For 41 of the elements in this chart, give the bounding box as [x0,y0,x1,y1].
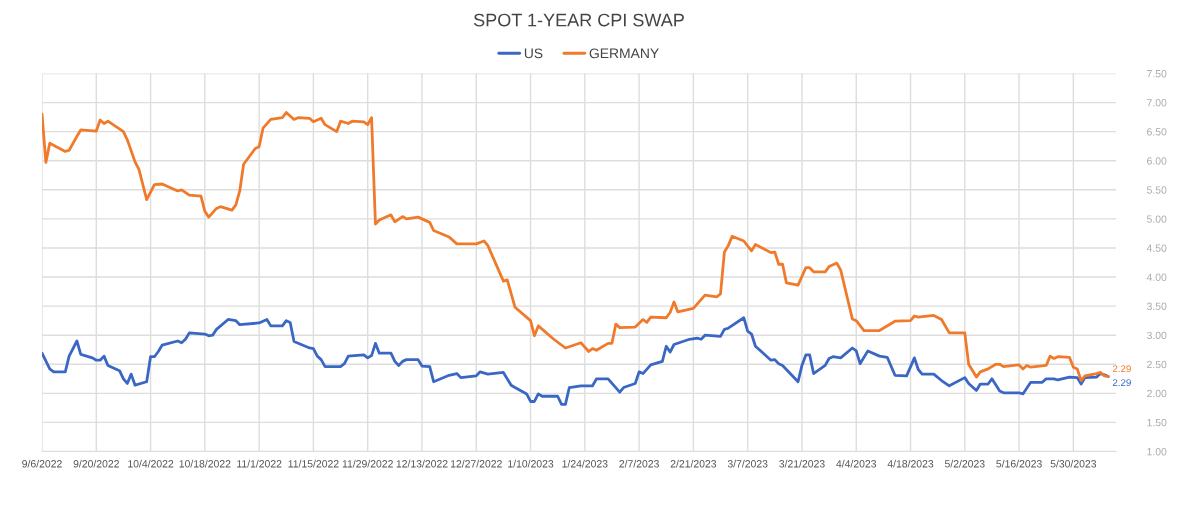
x-tick-label: 3/21/2023 [779,459,825,468]
x-tick-label: 9/20/2022 [73,459,119,468]
y-tick-label: 5.50 [1146,186,1167,194]
x-tick-label: 1/24/2023 [562,459,608,468]
y-tick-label: 4.50 [1146,244,1167,252]
x-tick-label: 1/10/2023 [508,459,554,468]
x-tick-label: 4/4/2023 [836,459,877,468]
y-tick-label: 4.00 [1146,273,1167,281]
x-tick-label: 5/2/2023 [944,459,985,468]
x-tick-label: 2/7/2023 [619,459,659,468]
x-tick-label: 5/30/2023 [1050,459,1097,468]
x-tick-label: 12/27/2022 [450,459,502,468]
x-tick-label: 9/6/2022 [22,459,62,468]
y-tick-label: 5.00 [1146,215,1167,223]
y-tick-label: 2.50 [1147,360,1167,369]
annotation: 2.29 [1112,365,1131,373]
y-tick-label: 6.50 [1147,128,1167,136]
x-tick-label: 2/21/2023 [670,459,717,468]
x-tick-label: 3/7/2023 [727,459,768,468]
x-tick-label: 11/15/2022 [288,459,339,468]
x-tick-label: 11/29/2022 [342,459,393,468]
y-tick-label: 3.00 [1146,331,1167,340]
y-tick-label: 7.50 [1147,70,1167,78]
y-tick-label: 2.00 [1147,389,1167,398]
y-tick-label: 1.50 [1147,418,1167,427]
x-tick-label: 10/4/2022 [128,459,174,468]
annotation: 2.29 [1112,379,1131,387]
legend-label: US [524,48,543,59]
chart-title: SPOT 1-YEAR CPI SWAP [473,13,684,27]
line-series [42,111,1110,382]
y-tick-label: 6.00 [1147,157,1167,165]
y-tick-label: 1.00 [1147,448,1167,456]
x-tick-label: 5/16/2023 [996,459,1042,468]
y-tick-label: 3.50 [1146,302,1167,310]
x-tick-label: 4/18/2023 [887,459,934,468]
x-tick-label: 12/13/2022 [396,459,448,468]
line-series [42,316,1110,406]
y-tick-label: 7.00 [1147,99,1167,107]
x-tick-label: 10/18/2022 [179,459,231,468]
legend-label: GERMANY [589,48,659,59]
x-tick-label: 11/1/2022 [237,459,282,468]
